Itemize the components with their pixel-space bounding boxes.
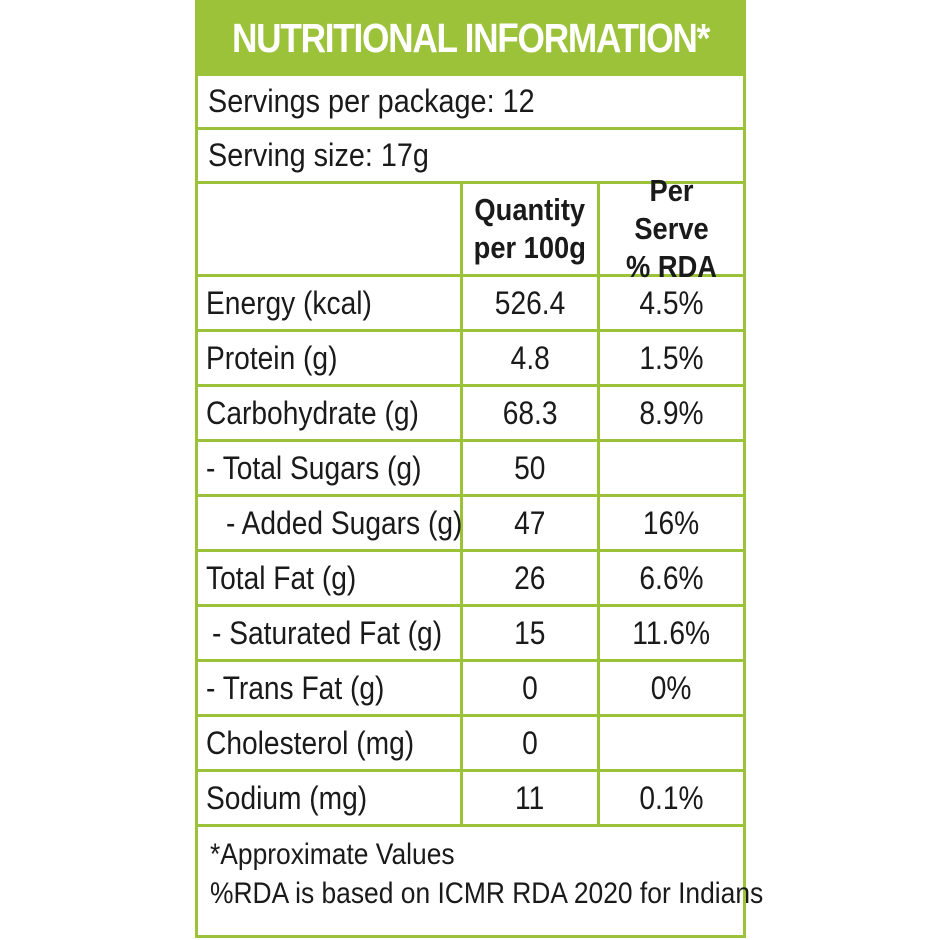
row-label: Total Fat (g) [206, 559, 357, 596]
row-rda: 1.5% [639, 339, 704, 376]
row-rda: 0.1% [639, 779, 704, 816]
table-row: - Saturated Fat (g) 15 11.6% [198, 607, 743, 662]
row-label: Cholesterol (mg) [206, 724, 415, 761]
column-header-row: Quantity per 100g Per Serve % RDA [198, 173, 743, 284]
table-row: Total Fat (g) 26 6.6% [198, 552, 743, 607]
footnote: *Approximate Values %RDA is based on ICM… [198, 827, 764, 913]
row-label: - Added Sugars (g) [226, 504, 463, 541]
serving-size: Serving size: 17g [208, 137, 429, 173]
footnote-rda-basis: %RDA is based on ICMR RDA 2020 for India… [210, 877, 764, 910]
row-quantity: 0 [522, 724, 538, 761]
row-rda: 11.6% [632, 614, 711, 651]
row-label: Protein (g) [206, 339, 338, 376]
servings-per-package: Servings per package: 12 [208, 83, 535, 119]
table-row: Sodium (mg) 11 0.1% [198, 772, 743, 827]
quantity-header-line1: Quantity [474, 192, 586, 227]
table-row: Protein (g) 4.8 1.5% [198, 332, 743, 387]
table-row: - Trans Fat (g) 0 0% [198, 662, 743, 717]
row-quantity: 15 [514, 614, 546, 651]
row-rda: 8.9% [639, 394, 704, 431]
row-label: - Total Sugars (g) [206, 449, 422, 486]
row-label: Energy (kcal) [206, 284, 372, 321]
row-rda: 0% [651, 669, 692, 706]
quantity-header-line2: per 100g [473, 230, 587, 265]
rda-header-line1: Per Serve [634, 173, 709, 246]
title-bar: NUTRITIONAL INFORMATION* [198, 0, 743, 76]
table-row: Carbohydrate (g) 68.3 8.9% [198, 387, 743, 442]
footnote-approximate: *Approximate Values [210, 838, 455, 871]
row-quantity: 4.8 [510, 339, 550, 376]
servings-per-package-row: Servings per package: 12 [198, 76, 743, 130]
row-label: - Saturated Fat (g) [212, 614, 443, 651]
row-rda: 4.5% [639, 284, 704, 321]
row-quantity: 526.4 [494, 284, 566, 321]
rda-header: Per Serve % RDA [600, 173, 743, 284]
row-quantity: 11 [515, 779, 545, 816]
row-quantity: 68.3 [502, 394, 558, 431]
table-row: - Added Sugars (g) 47 16% [198, 497, 743, 552]
quantity-header: Quantity per 100g [463, 184, 600, 274]
rda-header-line2: % RDA [626, 249, 717, 284]
nutrition-panel: NUTRITIONAL INFORMATION* Servings per pa… [195, 0, 764, 938]
table-row: Energy (kcal) 526.4 4.5% [198, 277, 743, 332]
serving-size-row: Serving size: 17g [198, 130, 743, 184]
row-quantity: 47 [514, 504, 546, 541]
row-label: Carbohydrate (g) [206, 394, 419, 431]
panel-title: NUTRITIONAL INFORMATION* [232, 0, 710, 76]
row-quantity: 50 [514, 449, 546, 486]
row-label: - Trans Fat (g) [206, 669, 385, 706]
row-quantity: 26 [514, 559, 546, 596]
row-quantity: 0 [522, 669, 538, 706]
table-row: Cholesterol (mg) 0 [198, 717, 743, 772]
row-rda: 6.6% [639, 559, 704, 596]
row-rda: 16% [643, 504, 700, 541]
table-row: - Total Sugars (g) 50 [198, 442, 743, 497]
header-blank-cell [198, 184, 463, 274]
row-label: Sodium (mg) [206, 779, 368, 816]
